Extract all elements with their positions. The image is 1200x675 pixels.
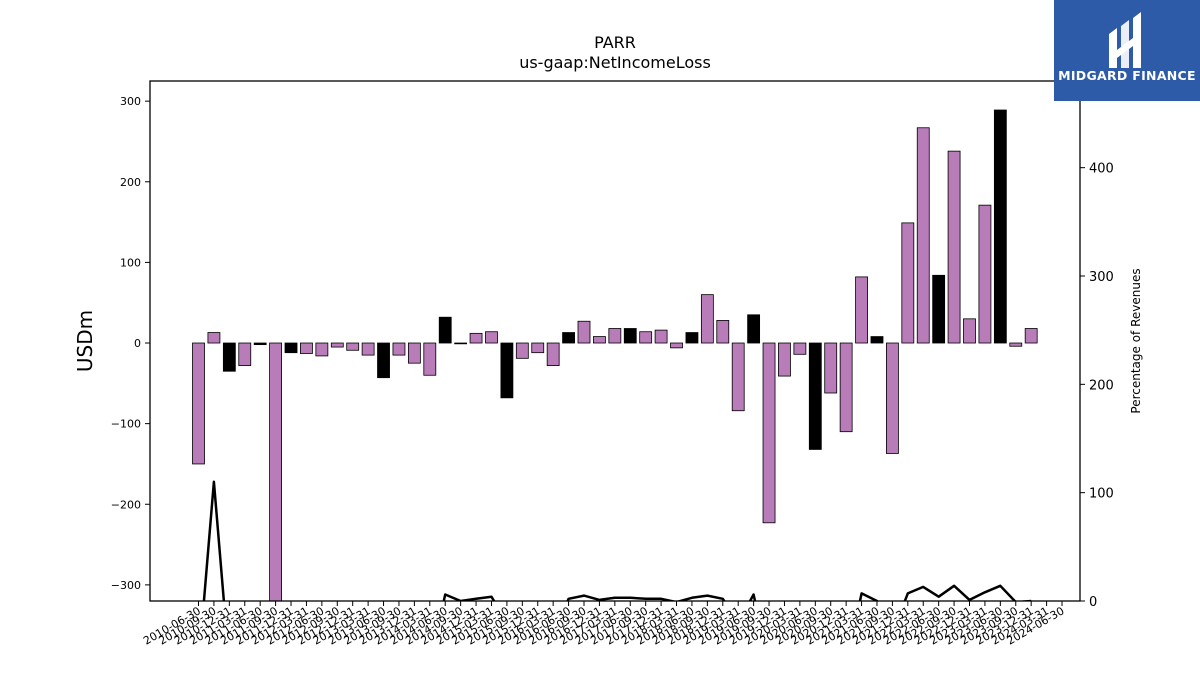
bar-2013-12-31 <box>407 342 421 364</box>
bar-2011-03-31 <box>238 342 252 366</box>
bar-2018-12-31 <box>716 320 730 344</box>
y-tick-label: 300 <box>120 95 141 108</box>
y2-tick-label: 200 <box>1089 378 1114 393</box>
y2-axis-label: Percentage of Revenues <box>1129 268 1143 413</box>
bar-2014-09-30 <box>454 342 468 345</box>
bar-2017-06-30 <box>623 328 637 344</box>
bar-2015-03-31 <box>485 331 498 344</box>
brand-name: MIDGARD FINANCE <box>1058 68 1196 83</box>
bar-2023-06-30 <box>993 109 1007 344</box>
y-tick-label: −200 <box>111 498 141 511</box>
bar-2022-09-30 <box>947 150 961 344</box>
y-tick-label: −100 <box>111 418 141 431</box>
bar-2014-03-31 <box>423 342 437 376</box>
y2-tick-label: 0 <box>1089 595 1097 610</box>
bar-2019-09-30 <box>762 342 776 524</box>
bar-2018-03-31 <box>670 342 683 349</box>
bar-2015-09-30 <box>515 342 529 359</box>
bar-2013-06-30 <box>377 342 390 379</box>
bar-2011-06-30 <box>253 342 267 346</box>
bar-2010-09-30 <box>207 332 221 344</box>
bar-2017-03-31 <box>608 328 622 344</box>
bar-2014-06-30 <box>438 316 452 344</box>
bar-2018-09-30 <box>700 294 714 344</box>
chart-subtitle: us-gaap:NetIncomeLoss <box>519 53 711 72</box>
bar-2017-12-31 <box>654 329 668 344</box>
bar-2023-03-31 <box>978 204 992 344</box>
y-axis-label: USDm <box>73 310 97 372</box>
bar-2018-06-30 <box>685 332 699 344</box>
bar-2012-03-31 <box>300 342 313 354</box>
y2-tick-label: 100 <box>1089 487 1114 502</box>
bar-2021-06-30 <box>870 336 884 344</box>
bar-2014-12-31 <box>469 332 483 344</box>
bar-2013-03-31 <box>361 342 375 356</box>
bar-2020-09-30 <box>824 342 838 394</box>
bar-2017-09-30 <box>639 331 653 344</box>
y2-tick-label: 400 <box>1089 162 1114 177</box>
bar-2023-09-30 <box>1009 342 1023 347</box>
bar-2012-09-30 <box>330 342 344 348</box>
bar-2019-12-31 <box>778 342 791 377</box>
bar-2022-06-30 <box>932 274 946 344</box>
bar-2011-12-31 <box>284 342 298 354</box>
bar-2016-12-31 <box>593 336 606 344</box>
bar-2016-03-31 <box>546 342 560 366</box>
y-tick-label: 0 <box>134 337 141 350</box>
midgard-logo-icon <box>1109 12 1141 68</box>
bar-2011-09-30 <box>269 342 283 601</box>
bar-2022-03-31 <box>916 127 930 344</box>
bar-2021-12-31 <box>901 222 915 344</box>
percentage-line <box>202 480 1032 601</box>
bar-2015-12-31 <box>531 342 545 354</box>
bar-2015-06-30 <box>500 342 514 399</box>
bar-2023-12-31 <box>1024 328 1038 344</box>
line-series <box>202 480 1032 601</box>
bar-2010-06-30 <box>192 342 205 465</box>
bar-2010-12-31 <box>222 342 236 372</box>
bar-2020-03-31 <box>793 342 807 355</box>
chart-title: PARR <box>594 33 636 52</box>
y-tick-label: −300 <box>111 579 141 592</box>
bar-2012-12-31 <box>346 342 360 351</box>
bar-2012-06-30 <box>315 342 329 357</box>
brand-logo: MIDGARD FINANCE <box>1054 0 1200 101</box>
bar-series <box>192 109 1038 601</box>
y-tick-label: 100 <box>120 256 141 269</box>
bar-2019-03-31 <box>731 342 745 412</box>
axes: −300−200−100010020030001002003004002010-… <box>111 95 1114 647</box>
y2-tick-label: 300 <box>1089 270 1114 285</box>
bar-2016-06-30 <box>562 332 575 344</box>
y-tick-label: 200 <box>120 176 141 189</box>
bar-2013-09-30 <box>392 342 406 356</box>
bar-2020-12-31 <box>839 342 853 433</box>
bar-2021-09-30 <box>886 342 899 454</box>
bar-2020-06-30 <box>808 342 822 450</box>
bar-2021-03-31 <box>855 276 868 344</box>
bar-2019-06-30 <box>747 314 761 344</box>
bar-2016-09-30 <box>577 320 591 344</box>
bar-2022-12-31 <box>963 318 976 344</box>
